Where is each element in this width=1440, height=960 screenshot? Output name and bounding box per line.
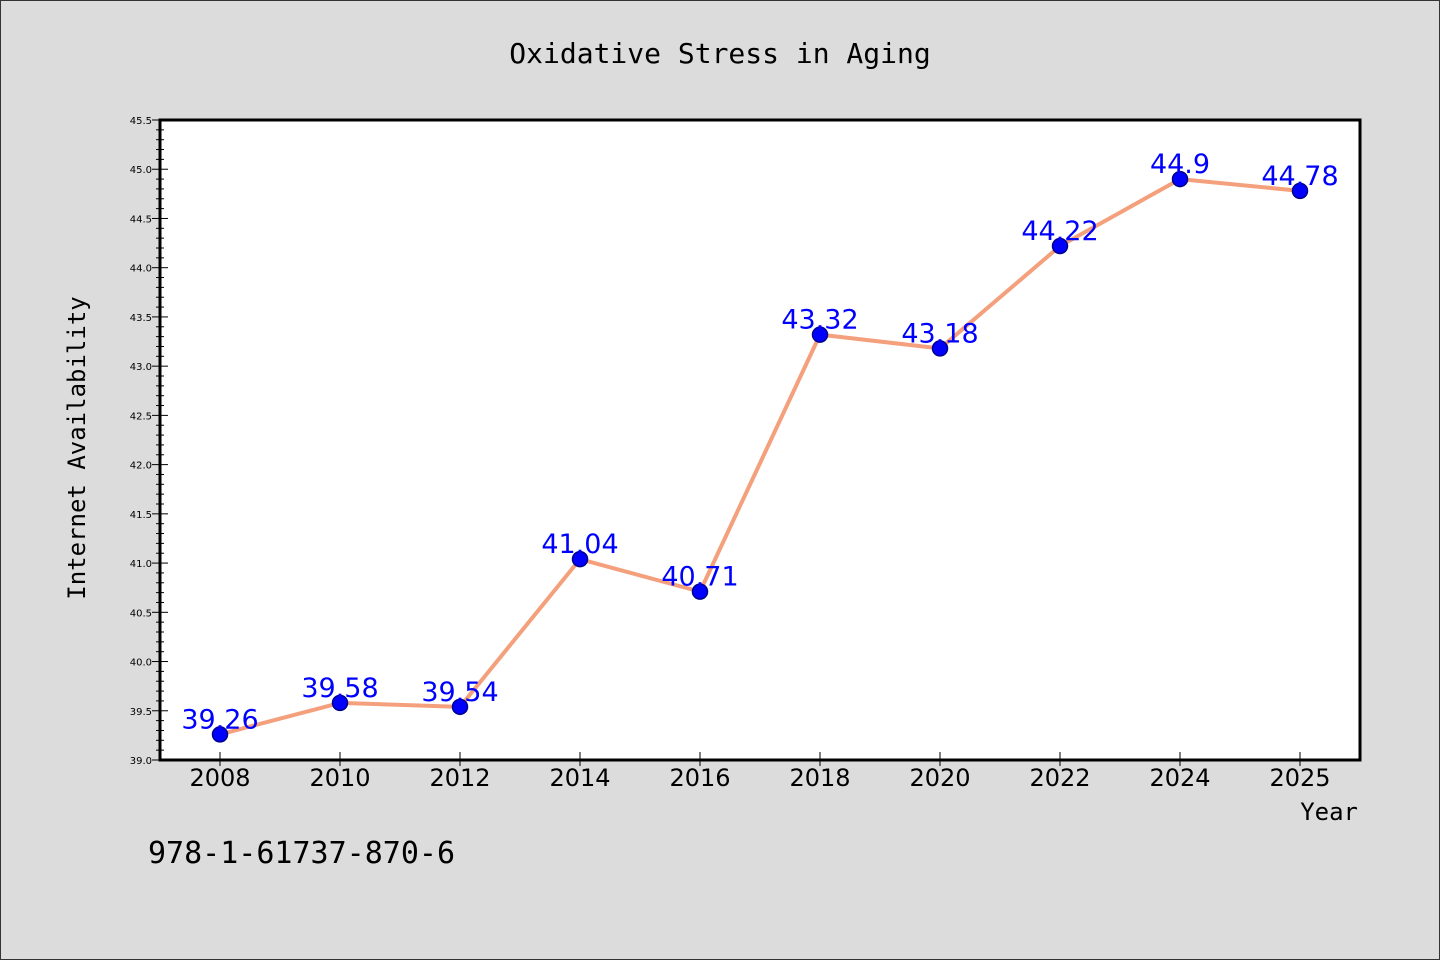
y-tick-label: 43.5 xyxy=(130,313,152,324)
x-tick-label: 2025 xyxy=(1269,764,1330,792)
y-tick-label: 45.5 xyxy=(130,116,152,127)
x-tick-label: 2012 xyxy=(429,764,490,792)
data-point xyxy=(451,698,469,716)
y-tick-label: 41.0 xyxy=(130,559,152,570)
x-axis-ticks: 2008 2010 2012 2014 2016 2018 2020 2022 2024 2025 xyxy=(189,752,1331,792)
data-point xyxy=(1051,237,1069,255)
data-label: 39.26 xyxy=(181,704,258,735)
x-tick-label: 2016 xyxy=(669,764,730,792)
data-point xyxy=(331,694,349,712)
data-point xyxy=(211,726,229,743)
data-point xyxy=(691,583,709,600)
data-label: 41.04 xyxy=(541,529,618,560)
x-tick-label: 2008 xyxy=(189,764,250,792)
data-label: 43.18 xyxy=(901,318,978,349)
data-point xyxy=(571,550,589,568)
y-tick-label: 42.5 xyxy=(130,411,152,422)
data-point xyxy=(1171,170,1189,188)
x-axis-label: Year xyxy=(1300,798,1358,826)
data-point xyxy=(811,326,829,343)
y-tick-label: 40.0 xyxy=(130,658,152,669)
x-tick-label: 2024 xyxy=(1149,764,1210,792)
data-markers xyxy=(211,170,1309,743)
data-label: 44.78 xyxy=(1261,161,1338,192)
y-tick-label: 43.0 xyxy=(130,362,152,373)
x-tick-label: 2020 xyxy=(909,764,970,792)
data-label: 39.54 xyxy=(421,677,498,708)
data-label: 44.9 xyxy=(1150,149,1210,180)
y-axis-label: Internet Availability xyxy=(63,296,91,599)
data-label: 43.32 xyxy=(781,305,858,336)
y-tick-label: 39.0 xyxy=(130,756,152,767)
plot-area xyxy=(158,118,1362,762)
x-tick-label: 2022 xyxy=(1029,764,1090,792)
data-labels: 39.26 39.58 39.54 41.04 40.71 43.32 43.18 44.22… xyxy=(181,149,1338,735)
isbn-text: 978-1-61737-870-6 xyxy=(148,836,455,871)
data-label: 39.58 xyxy=(301,673,378,704)
y-tick-label: 40.5 xyxy=(130,608,152,619)
y-tick-label: 41.5 xyxy=(130,510,152,521)
chart-title: Oxidative Stress in Aging xyxy=(509,37,930,70)
data-label: 40.71 xyxy=(661,562,738,593)
y-axis-ticks: 39.0 39.5 40.0 40.5 41.0 41.5 42.0 42.5 43.0 43.5… xyxy=(130,116,168,767)
y-tick-label: 45.0 xyxy=(130,165,152,176)
x-tick-label: 2014 xyxy=(549,764,610,792)
series-line xyxy=(219,177,1301,737)
x-tick-label: 2018 xyxy=(789,764,850,792)
y-tick-label: 44.0 xyxy=(130,264,152,275)
data-point xyxy=(1291,182,1309,200)
data-label: 44.22 xyxy=(1021,216,1098,247)
x-tick-label: 2010 xyxy=(309,764,370,792)
data-point xyxy=(931,340,949,357)
y-tick-label: 44.5 xyxy=(130,214,152,225)
y-tick-label: 39.5 xyxy=(130,707,152,718)
y-tick-label: 42.0 xyxy=(130,461,152,472)
